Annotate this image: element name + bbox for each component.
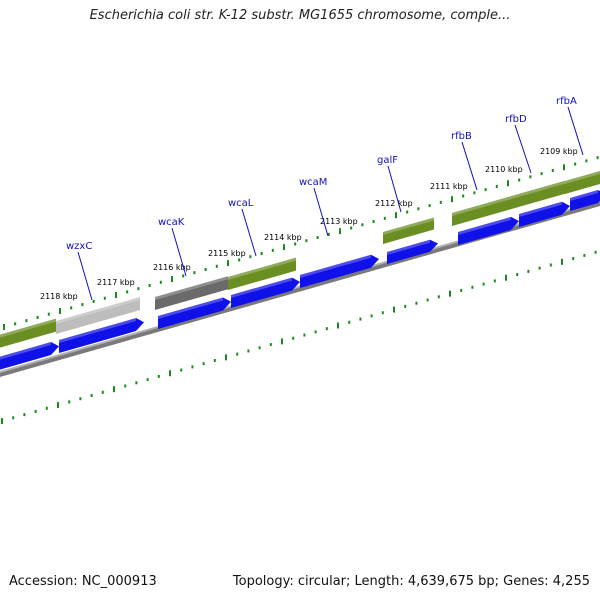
genome-map: 2118 kbp 2117 kbp 2116 kbp 2115 kbp 2114 kbp… <box>0 0 600 600</box>
ruler-tick-label: 2117 kbp <box>97 278 135 287</box>
gene-label-wcaK: wcaK <box>158 217 185 228</box>
gene-leader-line-wcaM <box>314 188 328 236</box>
ruler-tick-label: 2115 kbp <box>208 249 246 258</box>
gene-label-galF: galF <box>377 155 398 166</box>
gene-label-rfbD: rfbD <box>505 114 527 125</box>
genome-summary-text: Topology: circular; Length: 4,639,675 bp… <box>233 574 590 589</box>
ruler-tick-label: 2116 kbp <box>153 263 191 272</box>
gene-label-wcaM: wcaM <box>299 177 327 188</box>
gene-label-wcaL: wcaL <box>228 198 254 209</box>
ruler-tick-label: 2114 kbp <box>264 233 302 242</box>
accession-text: Accession: NC_000913 <box>9 574 157 589</box>
ruler-tick-label: 2109 kbp <box>540 147 578 156</box>
ruler-tick-label: 2113 kbp <box>320 217 358 226</box>
gene-label-rfbA: rfbA <box>556 96 577 107</box>
gene-leader-line-wzxC <box>78 252 92 300</box>
gene-track <box>0 190 600 371</box>
gene-label-rfbB: rfbB <box>451 131 472 142</box>
gene-label-wzxC: wzxC <box>66 241 92 252</box>
ruler-tick-label: 2110 kbp <box>485 165 523 174</box>
ruler-tick-label: 2118 kbp <box>40 292 78 301</box>
ruler-tick-label: 2112 kbp <box>375 199 413 208</box>
cog-track <box>0 170 600 349</box>
ruler-tick-label: 2111 kbp <box>430 182 468 191</box>
